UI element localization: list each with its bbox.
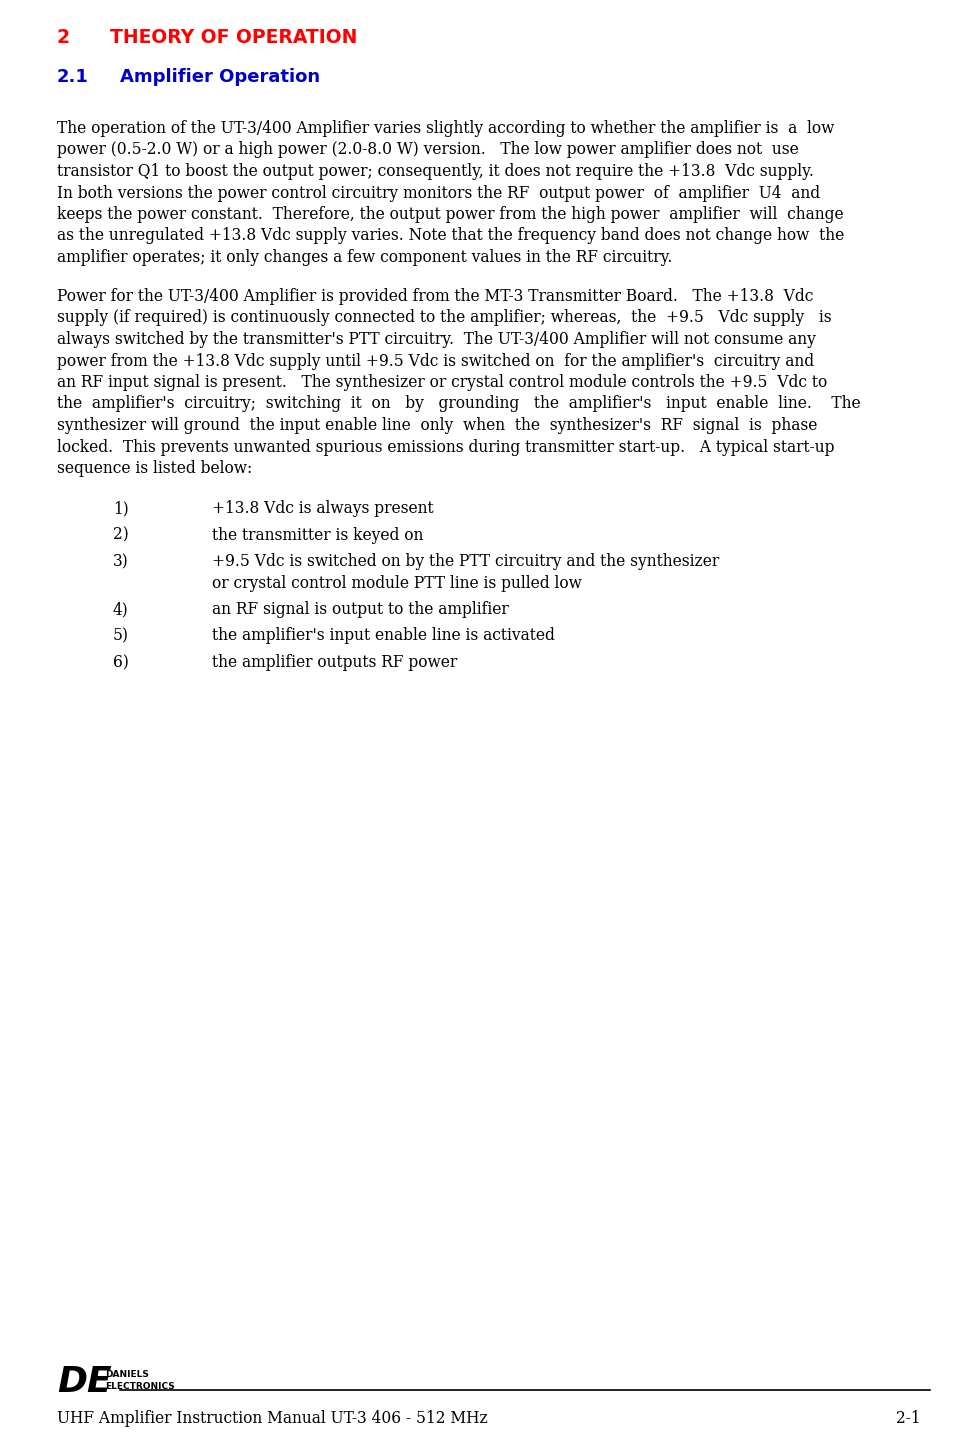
Text: supply (if required) is continuously connected to the amplifier; whereas,  the  : supply (if required) is continuously con… bbox=[57, 310, 830, 326]
Text: DE: DE bbox=[57, 1366, 111, 1399]
Text: an RF input signal is present.   The synthesizer or crystal control module contr: an RF input signal is present. The synth… bbox=[57, 374, 827, 392]
Text: 5): 5) bbox=[113, 628, 129, 645]
Text: the  amplifier's  circuitry;  switching  it  on   by   grounding   the  amplifie: the amplifier's circuitry; switching it … bbox=[57, 396, 860, 412]
Text: 2: 2 bbox=[57, 28, 70, 47]
Text: an RF signal is output to the amplifier: an RF signal is output to the amplifier bbox=[212, 601, 508, 617]
Text: the amplifier's input enable line is activated: the amplifier's input enable line is act… bbox=[212, 628, 554, 645]
Text: transistor Q1 to boost the output power; consequently, it does not require the +: transistor Q1 to boost the output power;… bbox=[57, 163, 813, 181]
Text: power from the +13.8 Vdc supply until +9.5 Vdc is switched on  for the amplifier: power from the +13.8 Vdc supply until +9… bbox=[57, 352, 813, 370]
Text: UHF Amplifier Instruction Manual UT-3 406 - 512 MHz: UHF Amplifier Instruction Manual UT-3 40… bbox=[57, 1409, 488, 1427]
Text: Amplifier Operation: Amplifier Operation bbox=[120, 68, 319, 86]
Text: the transmitter is keyed on: the transmitter is keyed on bbox=[212, 527, 423, 543]
Text: In both versions the power control circuitry monitors the RF  output power  of  : In both versions the power control circu… bbox=[57, 185, 820, 201]
Text: always switched by the transmitter's PTT circuitry.  The UT-3/400 Amplifier will: always switched by the transmitter's PTT… bbox=[57, 331, 815, 348]
Text: THEORY OF OPERATION: THEORY OF OPERATION bbox=[109, 28, 357, 47]
Text: the amplifier outputs RF power: the amplifier outputs RF power bbox=[212, 654, 457, 671]
Text: 6): 6) bbox=[113, 654, 129, 671]
Text: DANIELS: DANIELS bbox=[105, 1370, 149, 1379]
Text: or crystal control module PTT line is pulled low: or crystal control module PTT line is pu… bbox=[212, 575, 581, 591]
Text: 4): 4) bbox=[113, 601, 129, 617]
Text: 2-1: 2-1 bbox=[896, 1409, 920, 1427]
Text: 2.1: 2.1 bbox=[57, 68, 89, 86]
Text: +9.5 Vdc is switched on by the PTT circuitry and the synthesizer: +9.5 Vdc is switched on by the PTT circu… bbox=[212, 553, 718, 569]
Text: power (0.5-2.0 W) or a high power (2.0-8.0 W) version.   The low power amplifier: power (0.5-2.0 W) or a high power (2.0-8… bbox=[57, 141, 798, 159]
Text: 2): 2) bbox=[113, 527, 129, 543]
Text: keeps the power constant.  Therefore, the output power from the high power  ampl: keeps the power constant. Therefore, the… bbox=[57, 205, 843, 223]
Text: locked.  This prevents unwanted spurious emissions during transmitter start-up. : locked. This prevents unwanted spurious … bbox=[57, 438, 833, 456]
Text: +13.8 Vdc is always present: +13.8 Vdc is always present bbox=[212, 499, 433, 517]
Text: amplifier operates; it only changes a few component values in the RF circuitry.: amplifier operates; it only changes a fe… bbox=[57, 249, 672, 266]
Text: sequence is listed below:: sequence is listed below: bbox=[57, 460, 252, 478]
Text: ELECTRONICS: ELECTRONICS bbox=[105, 1382, 175, 1390]
Text: as the unregulated +13.8 Vdc supply varies. Note that the frequency band does no: as the unregulated +13.8 Vdc supply vari… bbox=[57, 227, 843, 245]
Text: 3): 3) bbox=[113, 553, 129, 569]
Text: The operation of the UT-3/400 Amplifier varies slightly according to whether the: The operation of the UT-3/400 Amplifier … bbox=[57, 119, 833, 137]
Text: Power for the UT-3/400 Amplifier is provided from the MT-3 Transmitter Board.   : Power for the UT-3/400 Amplifier is prov… bbox=[57, 288, 813, 304]
Text: 1): 1) bbox=[113, 499, 129, 517]
Text: synthesizer will ground  the input enable line  only  when  the  synthesizer's  : synthesizer will ground the input enable… bbox=[57, 416, 817, 434]
